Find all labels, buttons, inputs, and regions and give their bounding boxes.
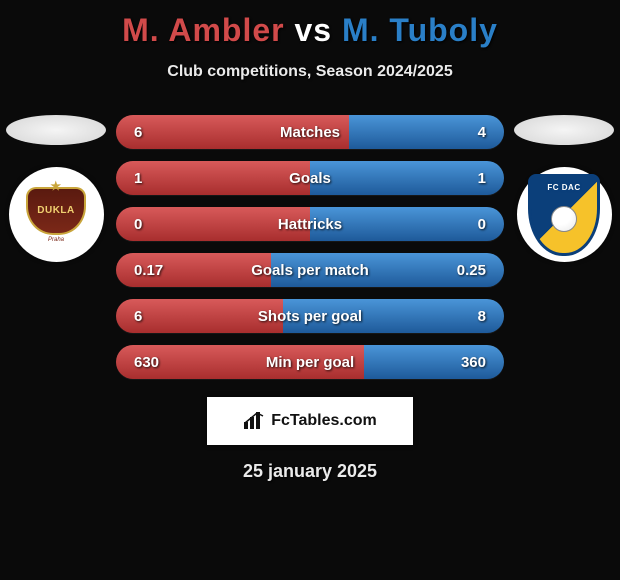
dac-text: FC DAC xyxy=(547,183,580,192)
stat-left-value: 6 xyxy=(134,308,142,325)
dac-badge: FC DAC xyxy=(528,174,600,256)
stat-label: Goals per match xyxy=(251,262,369,279)
stat-left-value: 0 xyxy=(134,216,142,233)
stat-label: Goals xyxy=(289,170,331,187)
stat-text: 0 Hattricks 0 xyxy=(116,207,504,241)
stat-right-value: 8 xyxy=(478,308,486,325)
stat-row: 630 Min per goal 360 xyxy=(116,345,504,379)
stat-left-value: 0.17 xyxy=(134,262,163,279)
stat-label: Min per goal xyxy=(266,354,354,371)
stat-row: 6 Matches 4 xyxy=(116,115,504,149)
stat-right-value: 1 xyxy=(478,170,486,187)
stat-left-value: 6 xyxy=(134,124,142,141)
player2-name: M. Tuboly xyxy=(342,12,498,48)
player2-club-badge: FC DAC xyxy=(517,167,612,262)
dukla-text: DUKLA xyxy=(37,205,75,216)
dukla-badge: ★ DUKLA Praha xyxy=(21,180,91,250)
comparison-card: M. Ambler vs M. Tuboly Club competitions… xyxy=(0,0,620,482)
chart-icon xyxy=(243,412,265,430)
stat-text: 630 Min per goal 360 xyxy=(116,345,504,379)
right-side: FC DAC xyxy=(514,115,614,262)
stat-label: Hattricks xyxy=(278,216,342,233)
ball-icon xyxy=(551,206,577,232)
page-title: M. Ambler vs M. Tuboly xyxy=(0,12,620,49)
date: 25 january 2025 xyxy=(0,461,620,482)
stat-right-value: 4 xyxy=(478,124,486,141)
star-icon: ★ xyxy=(50,179,61,193)
stat-right-value: 0 xyxy=(478,216,486,233)
player1-name: M. Ambler xyxy=(122,12,285,48)
subtitle: Club competitions, Season 2024/2025 xyxy=(0,63,620,81)
dukla-subtext: Praha xyxy=(48,237,64,243)
stats-list: 6 Matches 4 1 Goals 1 0 Hattricks 0 0.17 Goals per… xyxy=(116,115,504,379)
stat-label: Shots per goal xyxy=(258,308,362,325)
stat-text: 0.17 Goals per match 0.25 xyxy=(116,253,504,287)
stat-right-value: 0.25 xyxy=(457,262,486,279)
player1-club-badge: ★ DUKLA Praha xyxy=(9,167,104,262)
stat-left-value: 1 xyxy=(134,170,142,187)
left-side: ★ DUKLA Praha xyxy=(6,115,106,262)
stat-row: 0.17 Goals per match 0.25 xyxy=(116,253,504,287)
brand-pill[interactable]: FcTables.com xyxy=(207,397,413,445)
player2-avatar-placeholder xyxy=(514,115,614,145)
stat-row: 1 Goals 1 xyxy=(116,161,504,195)
stat-text: 6 Matches 4 xyxy=(116,115,504,149)
stat-label: Matches xyxy=(280,124,340,141)
stat-text: 1 Goals 1 xyxy=(116,161,504,195)
dukla-shield-icon: ★ DUKLA xyxy=(26,187,86,235)
brand-text: FcTables.com xyxy=(271,412,377,430)
stat-row: 6 Shots per goal 8 xyxy=(116,299,504,333)
stat-row: 0 Hattricks 0 xyxy=(116,207,504,241)
vs-text: vs xyxy=(294,12,332,48)
stat-text: 6 Shots per goal 8 xyxy=(116,299,504,333)
player1-avatar-placeholder xyxy=(6,115,106,145)
content-row: ★ DUKLA Praha 6 Matches 4 1 Goals 1 0 Hattricks… xyxy=(0,115,620,379)
stat-right-value: 360 xyxy=(461,354,486,371)
stat-left-value: 630 xyxy=(134,354,159,371)
